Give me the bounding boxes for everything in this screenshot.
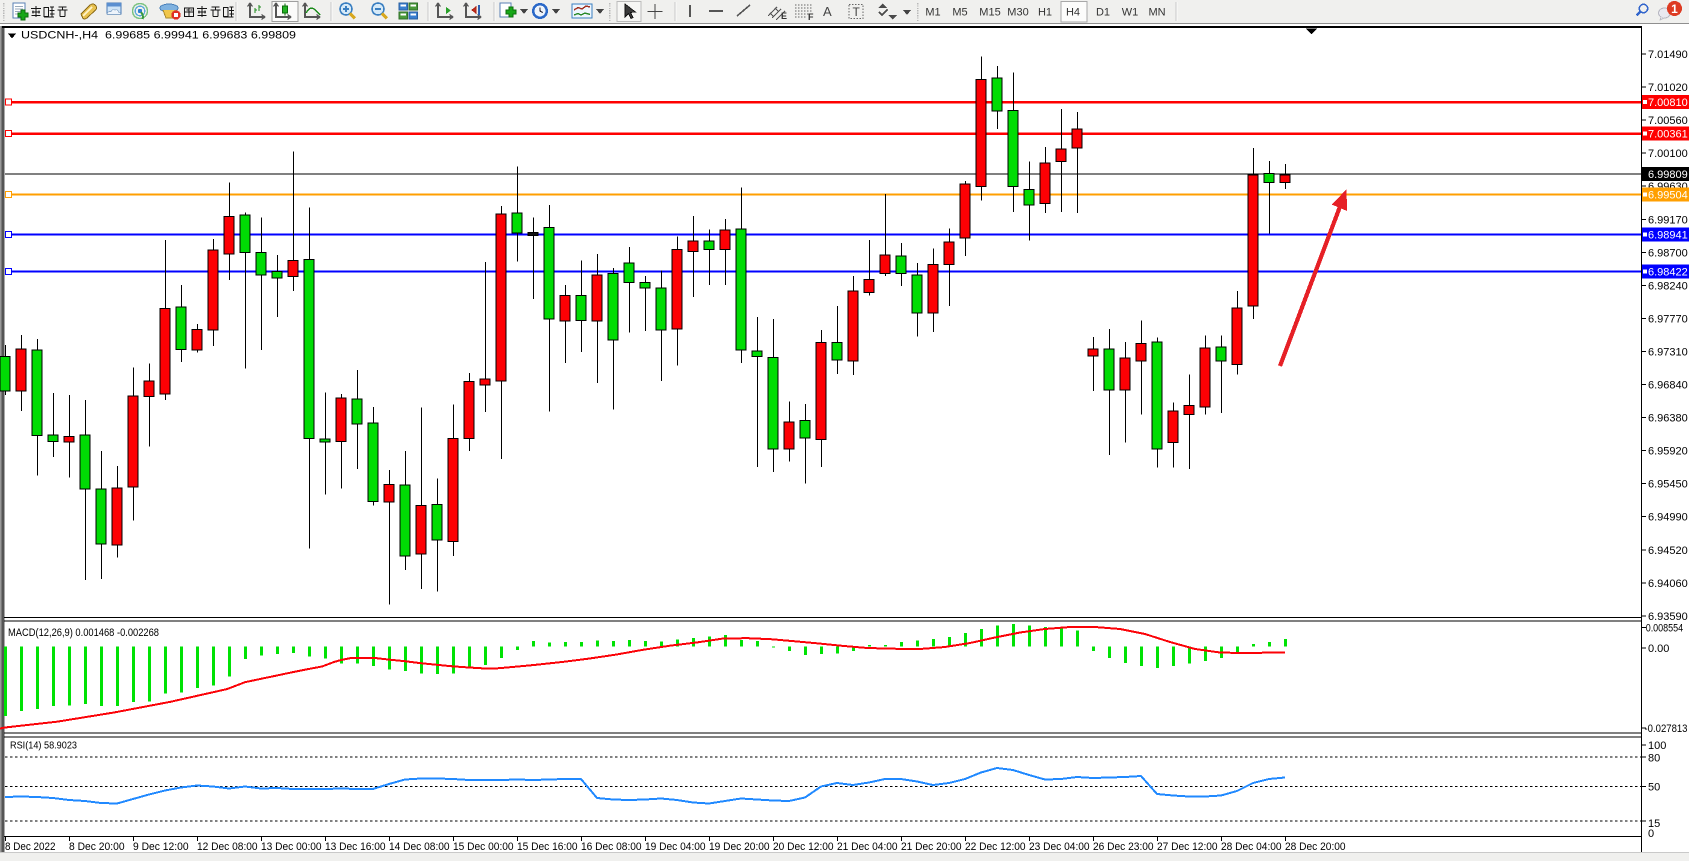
svg-text:15 Dec 16:00: 15 Dec 16:00 <box>517 841 578 853</box>
svg-text:28 Dec 04:00: 28 Dec 04:00 <box>1221 841 1282 853</box>
svg-text:6.98240: 6.98240 <box>1648 280 1688 292</box>
svg-text:E: E <box>781 11 787 21</box>
svg-text:9 Dec 12:00: 9 Dec 12:00 <box>133 841 189 853</box>
svg-text:20 Dec 12:00: 20 Dec 12:00 <box>773 841 834 853</box>
svg-text:6.96380: 6.96380 <box>1648 413 1688 425</box>
svg-text:6.99504: 6.99504 <box>1648 190 1688 202</box>
svg-text:6.99170: 6.99170 <box>1648 214 1688 226</box>
svg-text:T: T <box>853 5 861 19</box>
svg-text:6.98941: 6.98941 <box>1648 230 1688 242</box>
svg-text:22 Dec 12:00: 22 Dec 12:00 <box>965 841 1026 853</box>
svg-text:M1: M1 <box>925 7 940 19</box>
svg-text:7.00810: 7.00810 <box>1648 97 1688 109</box>
svg-text:15: 15 <box>1648 818 1660 830</box>
svg-text:15 Dec 00:00: 15 Dec 00:00 <box>453 841 514 853</box>
svg-text:8 Dec 2022: 8 Dec 2022 <box>5 841 56 853</box>
svg-text:6.99809: 6.99809 <box>1648 169 1688 181</box>
svg-text:W1: W1 <box>1122 7 1139 19</box>
svg-text:7.00361: 7.00361 <box>1648 129 1688 141</box>
svg-text:7.01020: 7.01020 <box>1648 82 1688 94</box>
svg-text:19 Dec 04:00: 19 Dec 04:00 <box>645 841 706 853</box>
svg-text:H1: H1 <box>1038 7 1052 19</box>
svg-text:MACD(12,26,9) 0.001468 -0.0022: MACD(12,26,9) 0.001468 -0.002268 <box>8 627 159 639</box>
svg-text:23 Dec 04:00: 23 Dec 04:00 <box>1029 841 1090 853</box>
svg-text:M30: M30 <box>1007 7 1028 19</box>
svg-text:0: 0 <box>1648 828 1654 840</box>
svg-text:13 Dec 00:00: 13 Dec 00:00 <box>261 841 322 853</box>
svg-text:1: 1 <box>1671 2 1678 16</box>
svg-text:13 Dec 16:00: 13 Dec 16:00 <box>325 841 386 853</box>
svg-text:M5: M5 <box>952 7 967 19</box>
svg-text:F: F <box>808 12 814 22</box>
svg-text:100: 100 <box>1648 740 1666 752</box>
svg-text:6.96840: 6.96840 <box>1648 380 1688 392</box>
svg-text:D1: D1 <box>1096 7 1110 19</box>
svg-text:19 Dec 20:00: 19 Dec 20:00 <box>709 841 770 853</box>
svg-text:6.94990: 6.94990 <box>1648 512 1688 524</box>
svg-text:7.01490: 7.01490 <box>1648 49 1688 61</box>
svg-text:A: A <box>823 4 832 19</box>
svg-text:H4: H4 <box>1066 7 1080 19</box>
svg-text:0.00: 0.00 <box>1648 643 1669 655</box>
svg-text:MN: MN <box>1148 7 1165 19</box>
svg-text:6.97770: 6.97770 <box>1648 313 1688 325</box>
svg-text:6.97310: 6.97310 <box>1648 346 1688 358</box>
svg-text:80: 80 <box>1648 753 1660 765</box>
svg-text:7.00560: 7.00560 <box>1648 115 1688 127</box>
svg-text:8 Dec 20:00: 8 Dec 20:00 <box>69 841 125 853</box>
svg-text:12 Dec 08:00: 12 Dec 08:00 <box>197 841 258 853</box>
svg-text:6.95450: 6.95450 <box>1648 479 1688 491</box>
svg-text:50: 50 <box>1648 782 1660 794</box>
svg-text:14 Dec 08:00: 14 Dec 08:00 <box>389 841 450 853</box>
svg-text:6.94520: 6.94520 <box>1648 545 1688 557</box>
svg-text:6.98422: 6.98422 <box>1648 267 1688 279</box>
svg-text:RSI(14) 58.9023: RSI(14) 58.9023 <box>10 741 77 752</box>
svg-text:6.93590: 6.93590 <box>1648 611 1688 623</box>
svg-text:21 Dec 04:00: 21 Dec 04:00 <box>837 841 898 853</box>
svg-text:6.95920: 6.95920 <box>1648 446 1688 458</box>
svg-text:7.00100: 7.00100 <box>1648 148 1688 160</box>
svg-text:16 Dec 08:00: 16 Dec 08:00 <box>581 841 642 853</box>
svg-text:-0.027813: -0.027813 <box>1645 723 1688 735</box>
svg-text:28 Dec 20:00: 28 Dec 20:00 <box>1285 841 1346 853</box>
svg-text:27 Dec 12:00: 27 Dec 12:00 <box>1157 841 1218 853</box>
svg-text:21 Dec 20:00: 21 Dec 20:00 <box>901 841 962 853</box>
svg-text:USDCNH-,H4 6.99685 6.99941 6.: USDCNH-,H4 6.99685 6.99941 6.99683 6.998… <box>21 30 296 42</box>
svg-text:6.94060: 6.94060 <box>1648 578 1688 590</box>
svg-text:6.98700: 6.98700 <box>1648 247 1688 259</box>
svg-text:M15: M15 <box>979 7 1000 19</box>
svg-text:0.008554: 0.008554 <box>1646 623 1684 635</box>
svg-text:26 Dec 23:00: 26 Dec 23:00 <box>1093 841 1154 853</box>
